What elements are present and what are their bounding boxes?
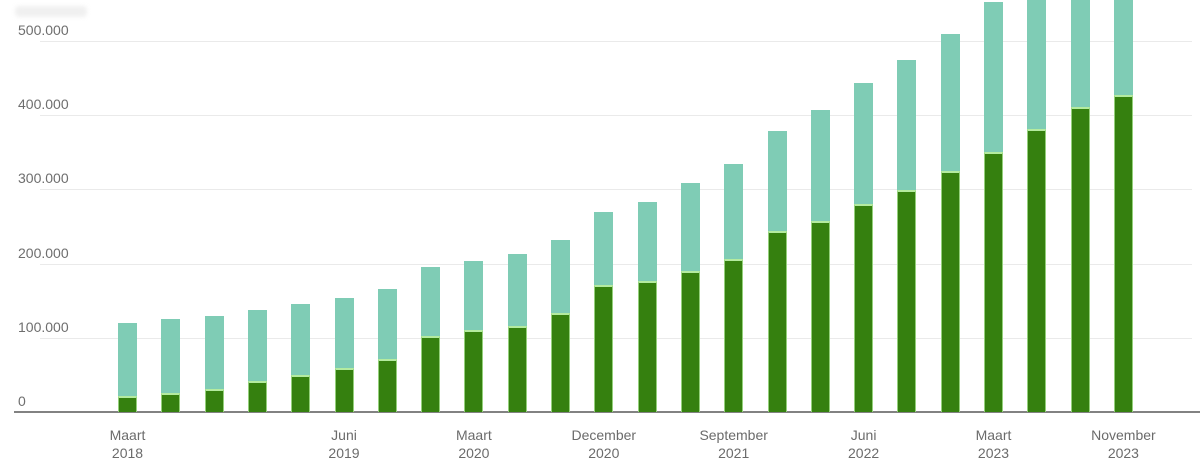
bar-14-dark-green-segment[interactable]	[724, 259, 744, 412]
bar-16-teal-segment[interactable]	[810, 110, 830, 221]
bar-19-dark-green-segment[interactable]	[940, 170, 960, 412]
x-tick-month: Juni	[331, 427, 357, 443]
gridline-200000	[40, 263, 1192, 265]
x-tick-year: 2018	[111, 445, 144, 461]
y-axis-tick-label: 0	[18, 393, 26, 409]
x-axis-line	[14, 411, 1200, 413]
bar-8-teal-segment[interactable]	[464, 260, 484, 330]
bar-7-teal-segment[interactable]	[421, 267, 441, 337]
bar-11-teal-segment[interactable]	[594, 211, 614, 286]
x-tick-year: 2020	[588, 445, 620, 461]
bar-6-teal-segment[interactable]	[377, 288, 397, 359]
x-tick-month: December	[571, 427, 637, 443]
bar-1-teal-segment[interactable]	[161, 319, 181, 393]
bar-10-teal-segment[interactable]	[551, 239, 570, 313]
bar-13-teal-segment[interactable]	[680, 183, 700, 271]
bar-2-dark-green-segment[interactable]	[204, 388, 224, 412]
bar-23-teal-segment[interactable]	[1113, 0, 1133, 96]
bar-12-dark-green-segment[interactable]	[637, 281, 657, 412]
bar-18-teal-segment[interactable]	[897, 60, 917, 191]
x-tick-year: 2021	[718, 445, 750, 461]
x-axis-tick-label: Maart 2023	[924, 426, 1064, 462]
y-axis-tick-label: 400.000	[18, 96, 69, 113]
bar-0-teal-segment[interactable]	[118, 322, 137, 396]
bar-3-teal-segment[interactable]	[247, 309, 267, 381]
bar-6-dark-green-segment[interactable]	[377, 358, 397, 412]
bar-20-dark-green-segment[interactable]	[984, 152, 1003, 412]
bar-17-teal-segment[interactable]	[854, 83, 874, 205]
x-tick-month: Maart	[975, 427, 1012, 443]
bar-1-dark-green-segment[interactable]	[161, 392, 181, 412]
bar-15-teal-segment[interactable]	[767, 130, 787, 231]
x-axis-tick-label: Maart 2018	[58, 426, 198, 462]
x-tick-year: 2022	[848, 445, 880, 461]
y-axis-tick-label: 100.000	[18, 318, 69, 335]
bar-7-dark-green-segment[interactable]	[421, 336, 441, 412]
x-axis-tick-label: Maart 2020	[404, 426, 544, 462]
bar-9-teal-segment[interactable]	[507, 253, 527, 326]
bar-21-teal-segment[interactable]	[1027, 0, 1047, 130]
x-axis-tick-label: November 2023	[1053, 426, 1193, 462]
x-axis-tick-label: December 2020	[534, 426, 674, 462]
bar-13-dark-green-segment[interactable]	[680, 271, 700, 412]
bar-4-teal-segment[interactable]	[291, 304, 311, 375]
gridline-500000	[40, 41, 1192, 42]
bar-18-dark-green-segment[interactable]	[897, 190, 917, 412]
bar-5-teal-segment[interactable]	[334, 298, 354, 369]
gridline-100000	[40, 337, 1192, 339]
bar-9-dark-green-segment[interactable]	[507, 325, 527, 412]
x-tick-year: 2023	[1107, 445, 1139, 461]
x-tick-month: Maart	[455, 427, 492, 443]
y-axis-tick-label: 300.000	[18, 170, 69, 187]
bar-3-dark-green-segment[interactable]	[247, 380, 267, 412]
x-tick-year: 2023	[977, 445, 1010, 461]
bar-20-teal-segment[interactable]	[984, 1, 1003, 153]
bar-17-dark-green-segment[interactable]	[854, 204, 874, 412]
x-tick-month: Juni	[850, 427, 877, 443]
bar-19-teal-segment[interactable]	[940, 33, 960, 171]
bar-12-teal-segment[interactable]	[637, 202, 657, 282]
x-tick-year: 2019	[328, 445, 360, 461]
x-tick-month: Maart	[109, 427, 146, 443]
x-tick-year: 2020	[458, 445, 490, 461]
gridline-400000	[40, 115, 1192, 117]
x-axis-tick-label: Juni 2022	[794, 426, 934, 462]
cropped-text-remnant	[15, 6, 87, 17]
gridline-300000	[40, 189, 1192, 191]
bar-22-dark-green-segment[interactable]	[1070, 107, 1090, 412]
x-axis-tick-label: September 2021	[664, 426, 804, 462]
x-tick-month: September	[699, 427, 768, 443]
bar-21-dark-green-segment[interactable]	[1027, 129, 1047, 412]
y-axis-tick-label: 500.000	[18, 22, 69, 38]
bar-15-dark-green-segment[interactable]	[767, 230, 787, 412]
bar-22-teal-segment[interactable]	[1070, 0, 1090, 108]
bar-8-dark-green-segment[interactable]	[464, 329, 484, 412]
x-tick-month: November	[1091, 427, 1156, 443]
bar-11-dark-green-segment[interactable]	[594, 285, 614, 412]
bar-10-dark-green-segment[interactable]	[551, 312, 570, 412]
bar-5-dark-green-segment[interactable]	[334, 368, 354, 412]
bar-2-teal-segment[interactable]	[204, 316, 224, 389]
bar-16-dark-green-segment[interactable]	[810, 220, 830, 412]
y-axis-tick-label: 200.000	[18, 244, 69, 261]
bar-4-dark-green-segment[interactable]	[291, 374, 311, 412]
bar-14-teal-segment[interactable]	[724, 164, 744, 260]
bar-23-dark-green-segment[interactable]	[1113, 95, 1133, 412]
x-axis-tick-label: Juni 2019	[274, 426, 414, 462]
bar-0-dark-green-segment[interactable]	[118, 395, 137, 412]
